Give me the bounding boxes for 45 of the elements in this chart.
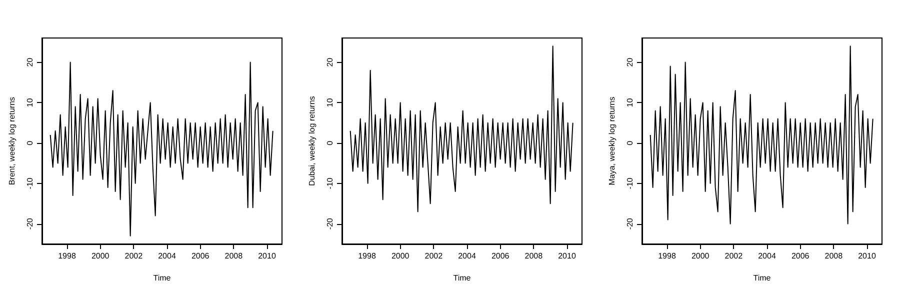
y-axis-title: Dubai, weekly log returns (308, 96, 316, 186)
x-tick-label: 2006 (791, 252, 810, 260)
y-axis-title: Brent, weekly log returns (8, 96, 16, 186)
line-series (50, 62, 274, 236)
y-tick-label: 0 (26, 140, 34, 146)
x-tick-label: 2004 (458, 252, 476, 260)
x-tick-label: 2010 (858, 252, 876, 260)
x-tick-label: 2000 (91, 252, 110, 260)
x-tick-label: 2002 (124, 252, 144, 260)
x-tick-label: 2004 (758, 252, 776, 260)
y-tick-label: -10 (626, 177, 634, 190)
y-tick-label: 20 (26, 57, 34, 67)
x-tick-label: 2008 (224, 252, 244, 260)
y-tick-label: -20 (626, 217, 634, 230)
line-series (650, 46, 874, 224)
y-tick-label: 10 (626, 98, 634, 108)
x-tick-label: 2008 (824, 252, 844, 260)
x-tick-label: 2010 (258, 252, 276, 260)
x-axis-title: Time (453, 274, 472, 282)
line-series (350, 46, 574, 212)
x-tick-label: 2002 (424, 252, 444, 260)
y-tick-label: 0 (326, 140, 334, 146)
x-tick-label: 2010 (558, 252, 576, 260)
x-axis-title: Time (153, 274, 172, 282)
y-tick-label: 0 (626, 140, 634, 146)
x-axis-title: Time (753, 274, 772, 282)
x-tick-label: 2006 (191, 252, 210, 260)
x-tick-label: 2008 (524, 252, 544, 260)
x-tick-label: 2000 (691, 252, 710, 260)
x-tick-label: 2000 (391, 252, 410, 260)
x-tick-label: 2002 (724, 252, 744, 260)
x-tick-label: 1998 (658, 252, 676, 260)
x-tick-label: 1998 (58, 252, 76, 260)
y-axis-title: Maya, weekly log returns (608, 96, 616, 186)
x-tick-label: 1998 (358, 252, 376, 260)
y-tick-label: -10 (26, 177, 34, 190)
y-tick-label: -20 (326, 217, 334, 230)
y-tick-label: -20 (26, 217, 34, 230)
y-tick-label: 20 (626, 57, 634, 67)
x-tick-label: 2006 (491, 252, 510, 260)
x-tick-label: 2004 (158, 252, 176, 260)
y-tick-label: -10 (326, 177, 334, 190)
y-tick-label: 10 (326, 98, 334, 108)
y-tick-label: 20 (326, 57, 334, 67)
y-tick-label: 10 (26, 98, 34, 108)
